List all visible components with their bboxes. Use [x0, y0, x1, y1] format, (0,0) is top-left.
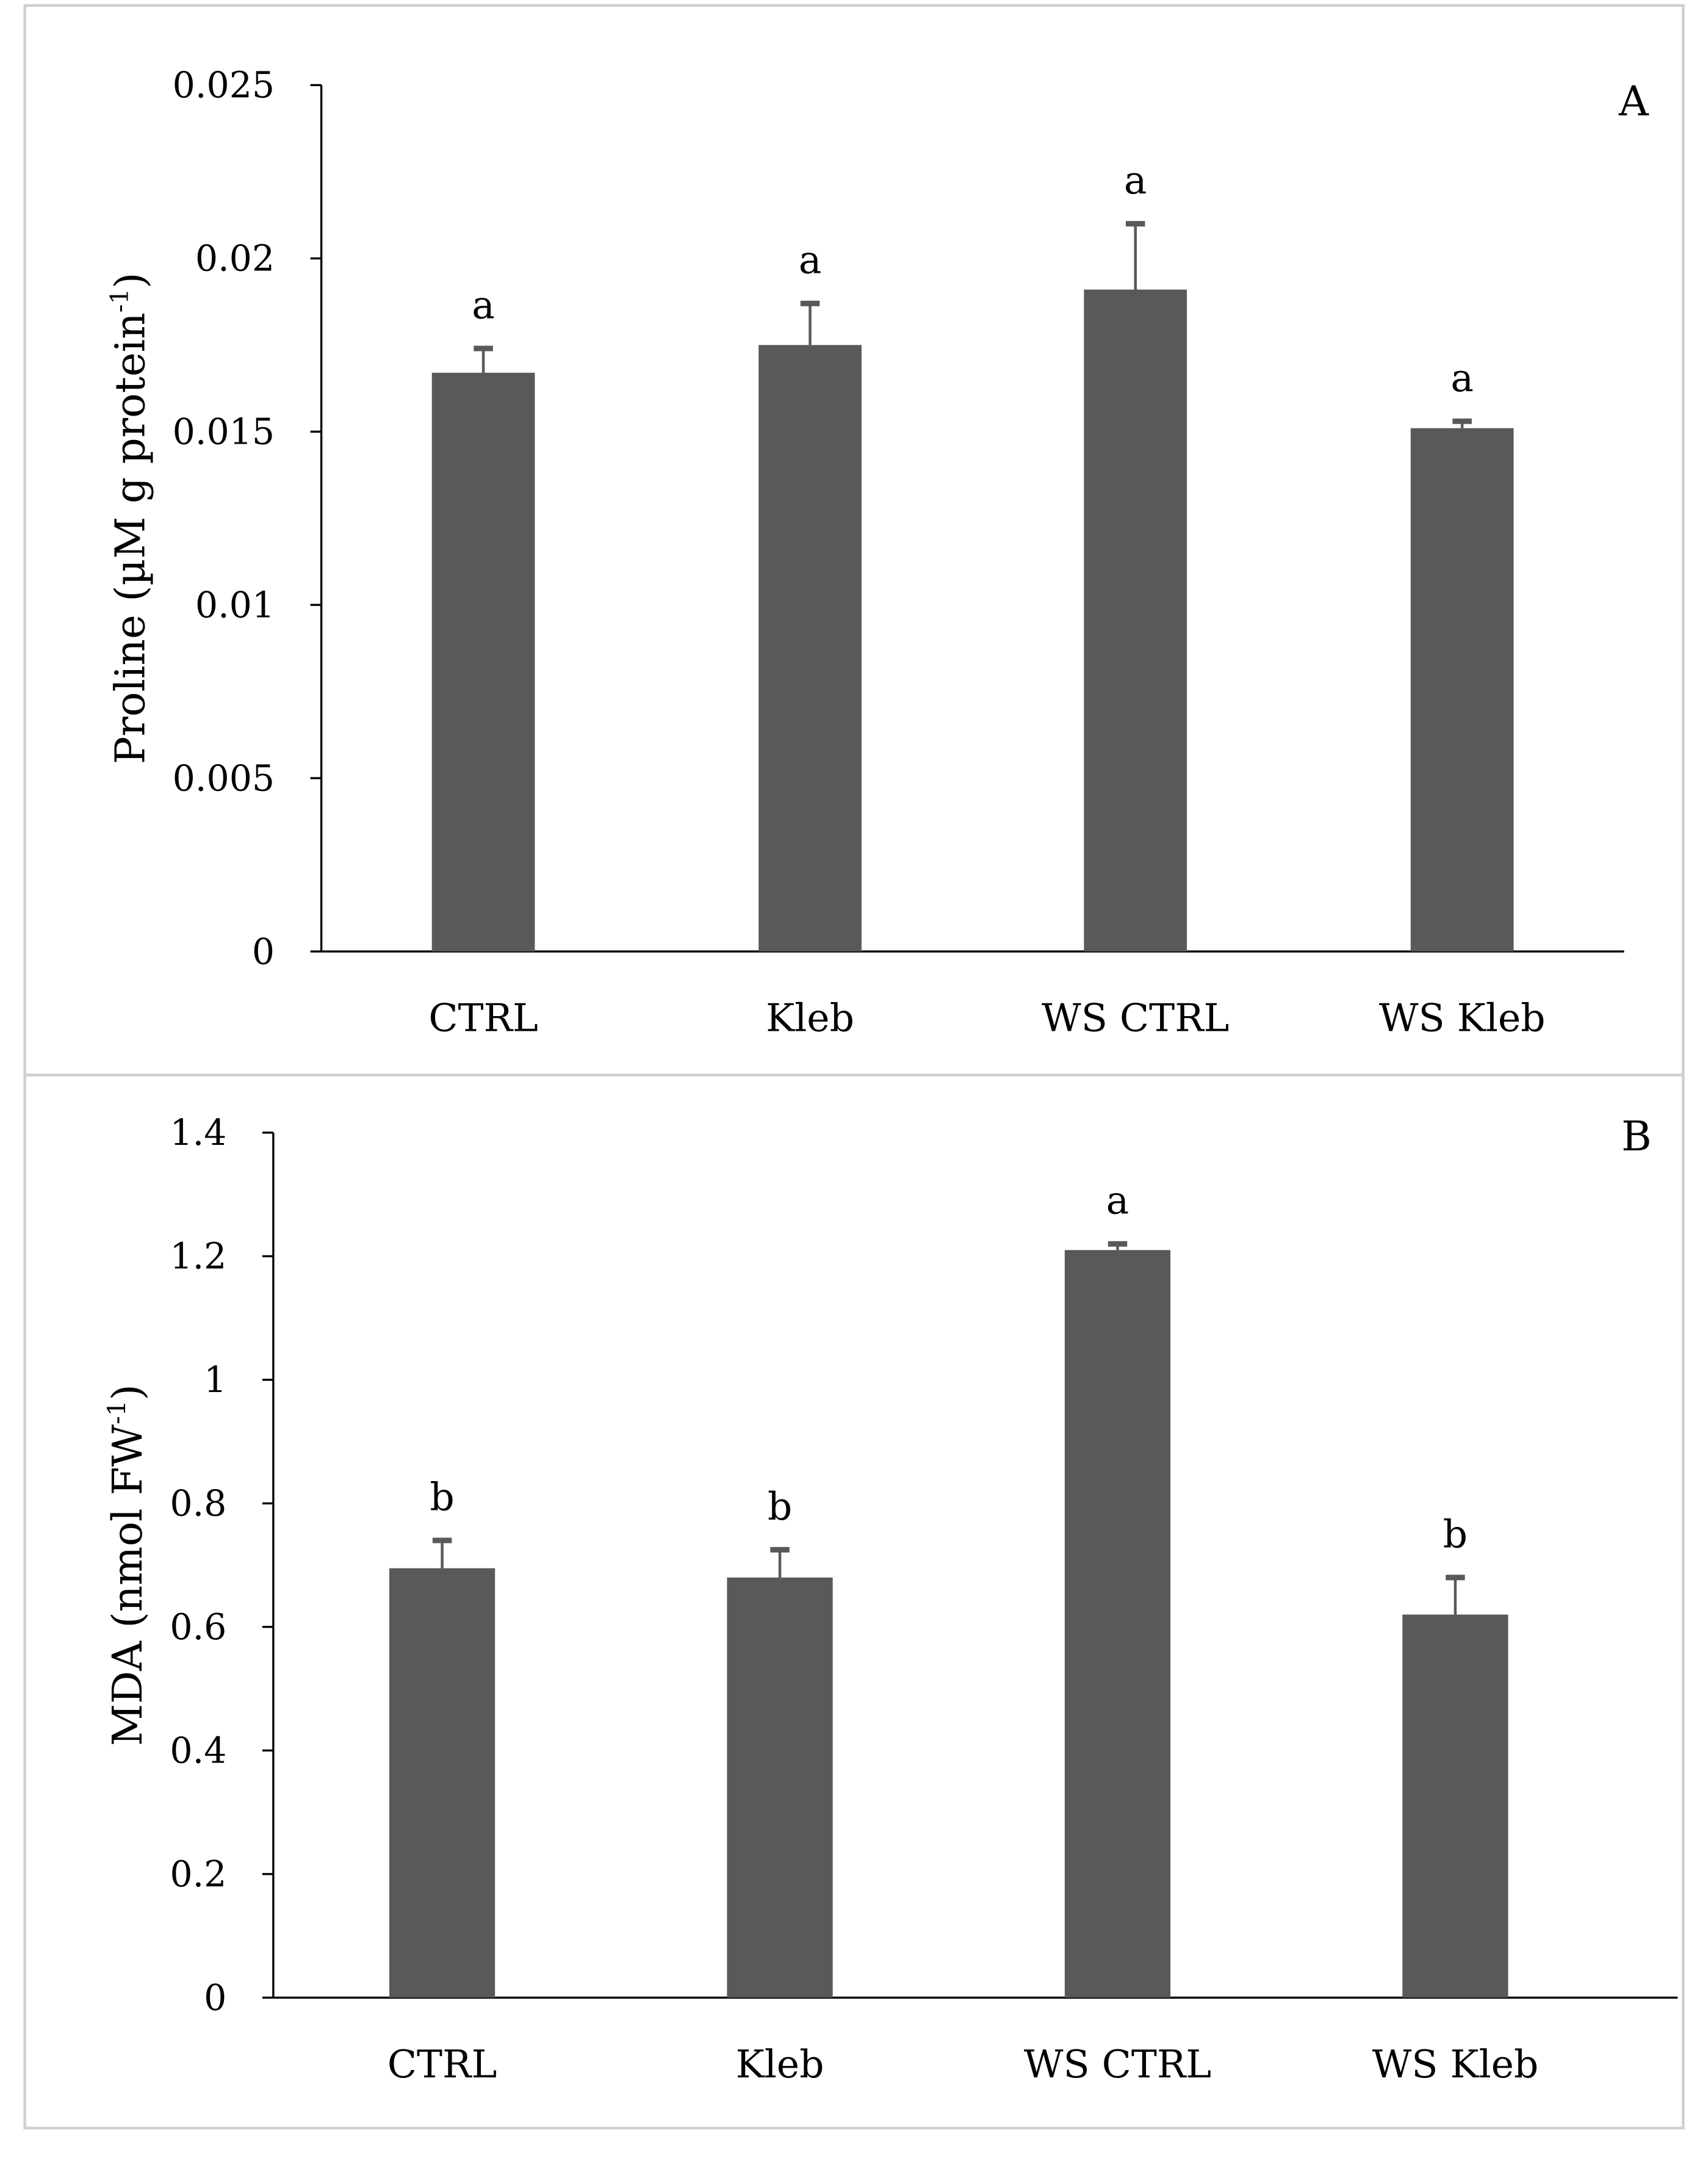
x-tick-label: Kleb — [736, 2042, 824, 2087]
y-axis-label-end: ) — [103, 1384, 151, 1400]
y-tick-label: 1 — [204, 1359, 226, 1401]
panel-b-chart: 0 0.2 0.4 0.6 0.8 1 1.2 1.4 b CTRL b Kleb a WS CTRL b W… — [102, 1112, 1678, 2087]
y-axis-label-superscript: -1 — [102, 1401, 131, 1424]
y-tick-label: 0.6 — [170, 1606, 226, 1648]
panel-a-chart: 0 0.005 0.01 0.015 0.02 0.025 a CTRL a Kleb a WS CT… — [104, 65, 1649, 1041]
y-axis-label-end: ) — [106, 272, 154, 288]
x-tick-label: WS CTRL — [1042, 996, 1229, 1041]
y-axis-label-text: Proline (µM g protein — [106, 312, 154, 764]
bar-ws-kleb — [1402, 1614, 1508, 1998]
panel-label: A — [1618, 77, 1649, 125]
bar-ws-ctrl — [1084, 289, 1187, 952]
significance-letter: a — [472, 283, 495, 328]
x-tick-label: CTRL — [387, 2042, 497, 2087]
y-tick-label: 0.025 — [173, 65, 275, 106]
significance-letter: a — [1106, 1178, 1130, 1223]
y-axis-label-text: MDA (nmol FW — [103, 1424, 151, 1746]
significance-letter: b — [430, 1475, 454, 1520]
bar-ctrl — [431, 372, 535, 952]
y-tick-label: 0.4 — [170, 1730, 226, 1772]
y-axis-label: Proline (µM g protein-1) — [104, 272, 154, 764]
x-tick-label: WS CTRL — [1024, 2042, 1211, 2087]
bar-ctrl — [389, 1568, 495, 1998]
significance-letter: b — [768, 1484, 792, 1529]
y-tick-label: 0.01 — [195, 584, 275, 626]
y-tick-label: 0.8 — [170, 1483, 226, 1524]
bar-kleb — [727, 1577, 833, 1998]
significance-letter: a — [799, 238, 822, 283]
bar-ws-kleb — [1410, 428, 1514, 952]
y-tick-label: 0.005 — [173, 757, 275, 799]
x-tick-label: Kleb — [766, 996, 854, 1041]
y-tick-label: 0.015 — [173, 411, 275, 453]
y-axis-label-superscript: -1 — [104, 289, 134, 312]
significance-letter: b — [1443, 1512, 1468, 1556]
y-tick-label: 0 — [252, 931, 275, 972]
panel-b-frame — [23, 1073, 1685, 2130]
significance-letter: a — [1450, 356, 1474, 400]
y-tick-label: 1.2 — [170, 1236, 226, 1277]
panel-label: B — [1621, 1112, 1652, 1160]
y-tick-label: 1.4 — [170, 1112, 226, 1153]
bar-kleb — [759, 345, 862, 952]
bar-ws-ctrl — [1064, 1250, 1171, 1998]
y-axis-label: MDA (nmol FW-1) — [102, 1384, 151, 1746]
y-tick-label: 0.2 — [170, 1853, 226, 1895]
y-tick-label: 0.02 — [195, 238, 275, 280]
significance-letter: a — [1124, 158, 1147, 203]
x-tick-label: WS Kleb — [1379, 996, 1546, 1041]
x-tick-label: CTRL — [428, 996, 538, 1041]
y-tick-label: 0 — [204, 1977, 226, 2019]
x-tick-label: WS Kleb — [1372, 2042, 1539, 2087]
